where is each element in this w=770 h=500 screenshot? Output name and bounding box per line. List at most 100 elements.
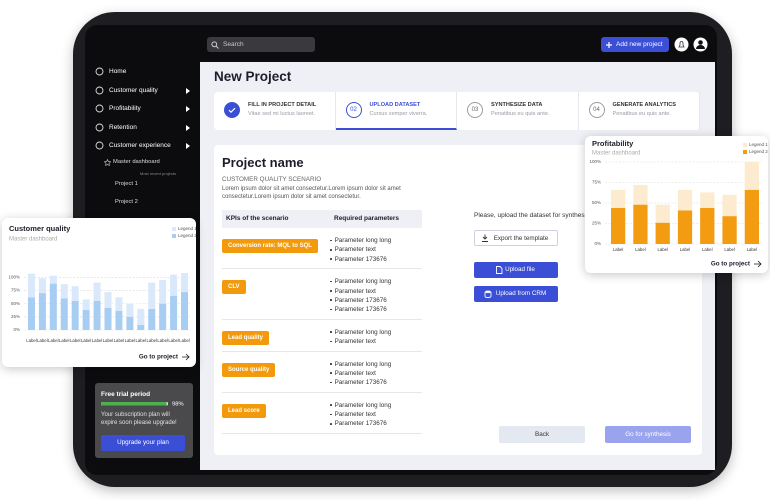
nav-icon bbox=[95, 123, 104, 131]
y-tick-label: 75% bbox=[592, 180, 601, 185]
step[interactable]: 02 UPLOAD DATASET Cursus semper viverra. bbox=[335, 92, 457, 130]
x-tick-label: Label bbox=[680, 247, 691, 252]
bar-segment bbox=[126, 303, 134, 317]
nav-arrow bbox=[186, 87, 190, 94]
step-title: SYNTHESIZE DATA bbox=[491, 102, 543, 108]
step-check bbox=[224, 102, 240, 118]
arrow-shape bbox=[186, 143, 190, 149]
bar-segment bbox=[49, 275, 57, 284]
x-tick-label: Label bbox=[157, 338, 168, 343]
param-item: Parameter text bbox=[330, 337, 391, 346]
kpi-table: KPIs of the scenario Required parameters C… bbox=[222, 210, 422, 434]
nav-item[interactable]: Customer experience bbox=[109, 142, 171, 149]
x-tick-label: Label bbox=[59, 338, 70, 343]
bar-segment bbox=[104, 292, 112, 308]
x-tick-label: Label bbox=[635, 247, 646, 252]
add-project-button[interactable]: Add new project bbox=[601, 37, 669, 52]
param-item: Parameter text bbox=[330, 369, 391, 378]
check-circle bbox=[224, 102, 240, 118]
bar-segment bbox=[655, 222, 670, 244]
chart-title: Profitability bbox=[592, 139, 634, 148]
project-link[interactable]: Project 2 bbox=[115, 199, 138, 205]
step[interactable]: 03 SYNTHESIZE DATA Penatibus eu quis ante. bbox=[457, 92, 579, 130]
param-text: Parameter long long bbox=[334, 360, 392, 368]
back-button[interactable]: Back bbox=[499, 426, 585, 443]
table-row: Source quality Parameter long long Paramet… bbox=[222, 352, 422, 393]
upload-crm-button[interactable]: Upload from CRM bbox=[474, 286, 558, 302]
search-icon bbox=[211, 41, 219, 49]
nav-arrow bbox=[186, 106, 190, 112]
param-item: Parameter text bbox=[330, 287, 391, 296]
next-button[interactable]: Go for synthesis bbox=[605, 426, 691, 443]
chart-subtitle: Master dashboard bbox=[9, 237, 57, 243]
upload-file-button[interactable]: Upload file bbox=[474, 262, 558, 278]
params-cell: Parameter long long Parameter text Paramet… bbox=[330, 399, 391, 429]
bar-segment bbox=[700, 207, 715, 244]
bar-segment bbox=[148, 308, 156, 330]
nav-icon bbox=[104, 159, 111, 166]
kpi-pill: Lead score bbox=[222, 403, 266, 418]
bar-segment bbox=[115, 311, 123, 330]
kpi-pill: Lead quality bbox=[222, 330, 270, 345]
param-text: Parameter long long bbox=[334, 278, 392, 286]
legend-swatch bbox=[743, 150, 747, 154]
x-tick-label: Label bbox=[136, 338, 147, 343]
database-icon bbox=[484, 290, 492, 298]
y-tick-label: 0% bbox=[13, 327, 20, 332]
table-row: Conversion rate: MQL to SQL Parameter lon… bbox=[222, 228, 422, 270]
step[interactable]: FILL IN PROJECT DETAIL Vitae sed mi luctu… bbox=[214, 92, 336, 130]
link-arrow bbox=[182, 353, 190, 361]
bar-segment bbox=[677, 189, 693, 211]
x-tick-label: Label bbox=[724, 247, 735, 252]
param-text: Parameter 173676 bbox=[334, 379, 387, 387]
recent-label: Most recent projects bbox=[140, 171, 177, 176]
params-cell: Parameter long long Parameter text Paramet… bbox=[330, 358, 391, 388]
step[interactable]: 04 GENERATE ANALYTICS Penatibus eu quis an… bbox=[579, 92, 700, 130]
y-tick-label: 75% bbox=[11, 288, 20, 293]
x-tick-label: Label bbox=[114, 338, 125, 343]
param-text: Parameter 173676 bbox=[334, 296, 387, 304]
bullet bbox=[330, 308, 332, 311]
bar-segment bbox=[49, 283, 57, 330]
bar-segment bbox=[60, 298, 68, 330]
bar-segment bbox=[137, 324, 145, 330]
bar-segment bbox=[170, 295, 178, 330]
legend-swatch bbox=[172, 234, 176, 238]
param-text: Parameter 173676 bbox=[334, 420, 387, 428]
param-item: Parameter long long bbox=[330, 401, 391, 410]
bar-segment bbox=[93, 282, 101, 301]
params-cell: Parameter long long Parameter text Paramet… bbox=[330, 234, 391, 264]
trial-progress: 98% bbox=[101, 402, 184, 408]
nav-arrow bbox=[186, 143, 190, 149]
bar-segment bbox=[115, 297, 123, 312]
nav-item[interactable]: Customer quality bbox=[109, 86, 158, 94]
search-box[interactable]: Search bbox=[207, 37, 315, 52]
chart-link[interactable]: Go to project bbox=[139, 354, 179, 361]
table-row: Lead quality Parameter long long Parameter… bbox=[222, 320, 422, 352]
legend-label: Legend 1 bbox=[749, 142, 768, 147]
nav-item[interactable]: Home bbox=[109, 68, 127, 75]
step-number: 03 bbox=[467, 102, 483, 118]
param-text: Parameter long long bbox=[334, 401, 392, 409]
check-mark bbox=[228, 107, 236, 114]
x-tick-label: Label bbox=[92, 338, 103, 343]
param-text: Parameter text bbox=[334, 246, 376, 254]
user-icons bbox=[674, 37, 708, 52]
export-button[interactable]: Export the template bbox=[474, 230, 558, 246]
project-link[interactable]: Project 1 bbox=[115, 181, 138, 187]
progress-label: 98% bbox=[172, 402, 184, 408]
bar-segment bbox=[27, 273, 35, 298]
nav-icon bbox=[95, 67, 104, 76]
bar-segment bbox=[633, 204, 648, 244]
upgrade-button[interactable]: Upgrade your plan bbox=[101, 435, 185, 451]
nav-item[interactable]: Profitability bbox=[109, 105, 141, 112]
step-title: UPLOAD DATASET bbox=[369, 102, 421, 108]
sub-nav-item[interactable]: Master dashboard bbox=[113, 159, 160, 165]
kpi-pill: Conversion rate: MQL to SQL bbox=[222, 239, 318, 253]
nav-item[interactable]: Retention bbox=[109, 123, 137, 131]
bullet bbox=[330, 381, 332, 384]
step-title: FILL IN PROJECT DETAIL bbox=[248, 102, 317, 108]
step-number: 04 bbox=[588, 102, 605, 118]
bar-segment bbox=[159, 303, 167, 330]
chart-link[interactable]: Go to project bbox=[711, 261, 751, 268]
